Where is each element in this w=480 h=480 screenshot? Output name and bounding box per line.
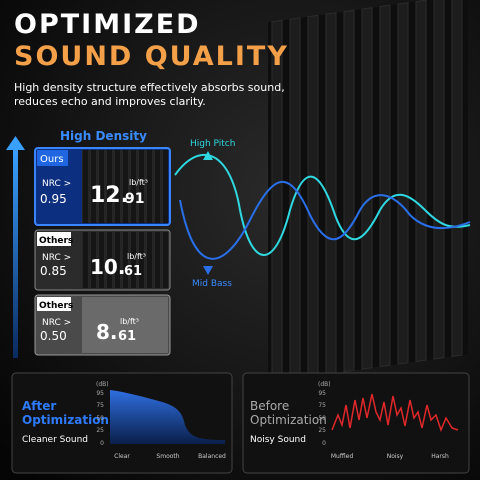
panel: Before Optimization Noisy Sound (dB) 95 … [242,372,470,474]
title: OPTIMIZED [14,9,201,40]
x-label: Harsh [431,453,449,460]
tick-label: 50 [318,415,326,422]
marker [203,266,213,275]
card: Ours NRC > 0.95 12. 91 lb/ft³ [34,147,171,226]
card: Others NRC > 0.85 10. 61 lb/ft³ [34,229,171,291]
density-unit: lb/ft³ [127,252,146,261]
tick-label: 75 [96,402,104,409]
card: Others NRC > 0.50 8. 61 lb/ft³ [34,294,171,356]
subtitle: reduces echo and improves clarity. [14,95,206,108]
wave-label: High Pitch [190,139,235,149]
x-label: Muffled [331,453,353,460]
panel-title: After [22,399,56,413]
title: SOUND QUALITY [14,41,289,72]
nrc-label: NRC > [42,253,71,263]
card-tag: Ours [40,154,64,165]
tick-label: 25 [318,427,326,434]
nrc-label: NRC > [42,318,71,328]
wave-low [179,181,471,260]
panel-title: Optimization [22,413,109,427]
tick-label: 95 [96,390,104,397]
x-label: Balanced [198,453,226,460]
acoustic-panel [268,0,468,383]
curve [110,390,225,444]
tick-label: 0 [322,440,326,447]
tick-label: 25 [96,427,104,434]
density-fraction: 91 [125,191,144,207]
wave-high [174,154,471,256]
panel-caption: Cleaner Sound [22,435,88,445]
arrow-head [6,136,25,150]
arrow [13,148,18,358]
density-unit: lb/ft³ [120,317,139,326]
panel-title: Optimization [250,413,327,427]
nrc-value: 0.85 [40,264,67,278]
nrc-value: 0.95 [40,192,67,206]
density-value: 10. [90,255,125,279]
tick-label: 0 [100,440,104,447]
panel-title: Before [250,399,289,413]
card-tag: Others [39,301,73,311]
unit: (dB) [318,381,331,388]
card-tag: Others [39,236,73,246]
wave-label: Mid Bass [192,279,232,289]
density-fraction: 61 [118,329,136,344]
density-unit: lb/ft³ [129,178,148,187]
unit: (dB) [96,381,109,388]
panel-caption: Noisy Sound [250,435,306,445]
subtitle: High density structure effectively absor… [14,81,285,94]
marker [203,151,213,160]
x-label: Noisy [387,453,404,460]
x-label: Smooth [156,453,179,460]
x-label: Clear [114,453,130,460]
tick-label: 75 [318,402,326,409]
curve [331,393,459,433]
density-label: High Density [60,129,147,143]
density-fraction: 61 [124,264,142,279]
density-value: 12. [90,183,129,208]
tick-label: 50 [96,415,104,422]
density-value: 8. [96,320,118,344]
tick-label: 95 [318,390,326,397]
nrc-value: 0.50 [40,329,67,343]
nrc-label: NRC > [42,179,71,189]
panel: After Optimization Cleaner Sound (dB) 95… [11,372,233,474]
